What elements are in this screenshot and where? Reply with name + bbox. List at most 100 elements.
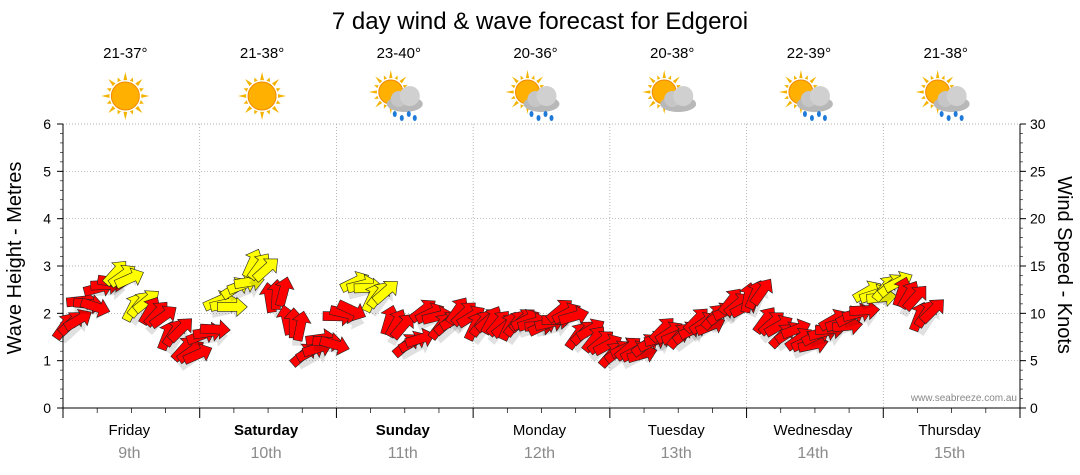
wind-arrow-glyph (148, 305, 177, 330)
sun-ray (785, 100, 793, 108)
wind-arrow-glyph (371, 281, 398, 306)
left-tick-label: 0 (43, 400, 51, 416)
rain-drop (959, 115, 964, 121)
sun-ray (647, 85, 653, 89)
sun-ray (676, 85, 681, 89)
wind-arrow (185, 319, 231, 347)
day-name-label: Sunday (376, 422, 431, 439)
sun-ray (784, 95, 789, 99)
wind-arrow (545, 299, 589, 332)
sun-ray (799, 70, 803, 79)
sun-ray (804, 75, 808, 80)
sun-ray (648, 100, 656, 108)
rain-drop (939, 111, 944, 117)
wind-arrow-glyph (558, 305, 589, 326)
rain-drop (816, 111, 821, 117)
wind-arrow-glyph (849, 299, 881, 321)
rain-drop (536, 115, 541, 121)
sun-ray (375, 76, 383, 84)
sun-ray (648, 76, 656, 84)
cloud-puff (946, 86, 967, 106)
wind-arrow (65, 290, 111, 320)
sun-ray (106, 88, 112, 92)
temperature-range: 22-39° (787, 45, 831, 62)
wind-arrow (834, 299, 881, 329)
sun-ray (794, 104, 798, 109)
forecast-header: 21-37° 21-38° 23-40° 20-36° 20-38° 22-39° 21-3… (101, 45, 970, 121)
sun-ray (245, 79, 253, 87)
sun-ray (123, 72, 128, 81)
rain-drop (543, 111, 548, 117)
right-tick-label: 15 (1030, 258, 1046, 274)
sun-ray (511, 76, 519, 84)
cloud-puff (399, 86, 420, 106)
sun-ray (374, 95, 379, 99)
sun-ray (243, 88, 249, 92)
cloud-puff (809, 86, 830, 106)
wind-arrow (51, 308, 92, 344)
sun-ray (266, 77, 270, 83)
rain-drop (946, 115, 951, 121)
temperature-range: 20-38° (650, 45, 694, 62)
sun-ray (277, 94, 287, 98)
sunny-icon (101, 72, 150, 120)
wind-arrow (391, 327, 436, 360)
date-label: 12th (524, 445, 555, 462)
wind-arrow-glyph (251, 258, 278, 283)
wind-arrow (322, 299, 367, 330)
wind-arrow-glyph (217, 296, 248, 318)
sun-ray (930, 104, 934, 109)
right-tick-label: 25 (1030, 163, 1046, 179)
temperature-range: 20-36° (513, 45, 557, 62)
rain-drop (412, 115, 417, 121)
wind-arrow-glyph (62, 308, 92, 332)
rain-drop (406, 111, 411, 117)
sun-ray (510, 85, 516, 89)
date-label: 11th (388, 445, 418, 462)
sun-ray (531, 75, 535, 80)
right-tick-label: 0 (1030, 400, 1038, 416)
sun-ray (245, 105, 253, 113)
sun-ray (539, 85, 545, 89)
sun-ray (922, 100, 929, 108)
cloud-shape (386, 86, 423, 112)
wind-arrow (380, 304, 414, 346)
wind-arrow-glyph (113, 267, 144, 290)
sun-ray (117, 77, 122, 83)
sun-ray (108, 79, 116, 87)
day-name-label: Monday (513, 422, 567, 439)
wind-arrow (275, 304, 312, 346)
wind-arrow-glyph (404, 327, 436, 348)
sun-ray (536, 76, 544, 84)
sun-ray (375, 100, 383, 108)
sun-rays (101, 72, 150, 120)
day-labels: Friday 9th Saturday 10th Sunday 11th Monday 12t… (109, 422, 982, 462)
rain-drop (549, 115, 554, 121)
sun-ray (667, 75, 672, 80)
sun-rain-cloud-icon (778, 70, 833, 121)
wind-arrow-glyph (318, 335, 350, 356)
sun-ray (930, 75, 934, 80)
wind-arrow (101, 261, 144, 296)
day-name-label: Tuesday (648, 422, 705, 439)
wind-arrow (305, 328, 350, 358)
wind-arrow (219, 271, 265, 302)
sun-ray (657, 104, 661, 109)
sun-ray (394, 75, 398, 80)
wind-arrow (241, 248, 278, 289)
chart-grid (63, 123, 1020, 408)
sun-ray (525, 70, 530, 79)
wind-arrow (157, 318, 193, 356)
rain-drop (392, 111, 397, 117)
left-tick-label: 2 (43, 305, 51, 321)
sun-cloud-icon (642, 70, 697, 114)
sunny-icon (238, 72, 287, 120)
sun-rain-cloud-icon (915, 70, 970, 121)
right-tick-label: 10 (1030, 305, 1046, 321)
sun-disc (247, 81, 277, 111)
day-name-label: Friday (109, 422, 151, 439)
sun-ray (374, 85, 379, 89)
rain-drop (399, 115, 404, 121)
sun-ray (139, 88, 144, 92)
credit-text: www.seabreeze.com.au (910, 393, 1017, 404)
